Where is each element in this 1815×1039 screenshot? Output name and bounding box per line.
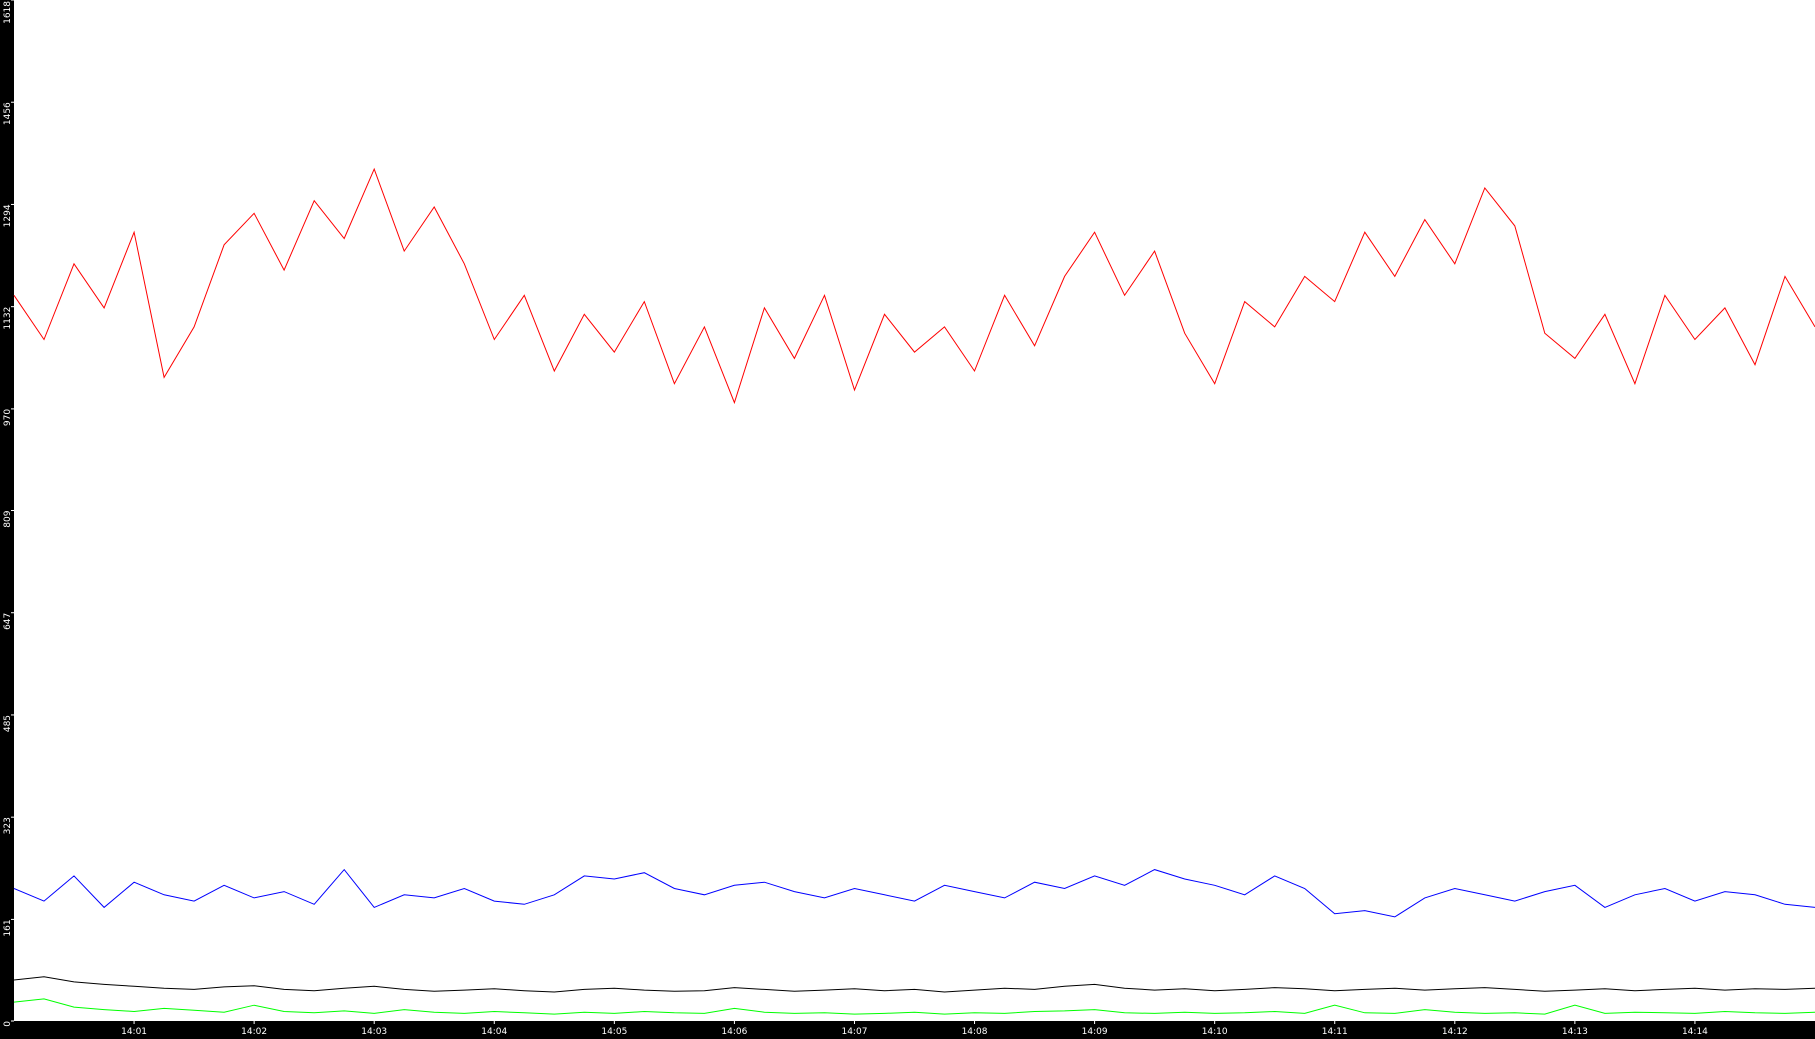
x-tick-label: 14:06 bbox=[721, 1027, 747, 1037]
x-tick-label: 14:08 bbox=[962, 1027, 988, 1037]
x-tick-label: 14:11 bbox=[1322, 1027, 1348, 1037]
y-tick-label: 1294 bbox=[3, 204, 13, 227]
y-tick-label: 161 bbox=[3, 919, 13, 936]
y-axis-band bbox=[0, 0, 14, 1039]
x-tick-label: 14:12 bbox=[1442, 1027, 1468, 1037]
x-axis-band bbox=[0, 1021, 1815, 1039]
x-tick-label: 14:02 bbox=[241, 1027, 267, 1037]
y-tick-label: 485 bbox=[3, 715, 13, 732]
series-line bbox=[13, 167, 1815, 405]
x-tick-label: 14:01 bbox=[121, 1027, 147, 1037]
x-tick-label: 14:13 bbox=[1562, 1027, 1588, 1037]
y-tick-label: 323 bbox=[3, 817, 13, 834]
x-tick-label: 14:09 bbox=[1082, 1027, 1108, 1037]
y-tick-label: 1456 bbox=[3, 102, 13, 125]
y-tick-label: 809 bbox=[3, 510, 13, 527]
y-tick-label: 1132 bbox=[3, 307, 13, 330]
x-tick-label: 14:07 bbox=[841, 1027, 867, 1037]
y-tick-label: 0 bbox=[3, 1021, 13, 1027]
series-line bbox=[13, 976, 1815, 993]
x-tick-label: 14:05 bbox=[601, 1027, 627, 1037]
y-tick-label: 1618 bbox=[3, 1, 13, 24]
x-tick-label: 14:10 bbox=[1202, 1027, 1228, 1037]
series-line bbox=[13, 998, 1815, 1015]
x-tick-label: 14:03 bbox=[361, 1027, 387, 1037]
series-line bbox=[13, 868, 1815, 918]
x-tick-label: 14:14 bbox=[1682, 1027, 1708, 1037]
y-tick-label: 970 bbox=[3, 409, 13, 426]
y-tick-label: 647 bbox=[3, 613, 13, 630]
x-tick-label: 14:04 bbox=[481, 1027, 507, 1037]
